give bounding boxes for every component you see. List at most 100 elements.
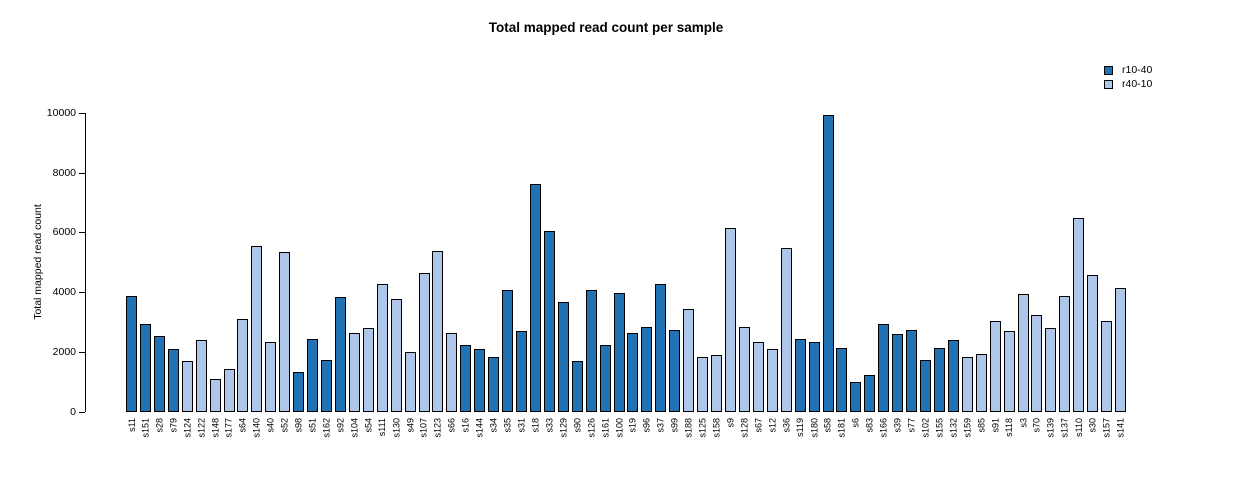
x-tick-label: s129: [558, 418, 569, 438]
y-axis-tick: [79, 292, 85, 294]
bar-s77: [906, 329, 918, 412]
bar-s140: [251, 246, 263, 412]
x-tick-label: s30: [1087, 418, 1098, 433]
x-tick-label: s188: [683, 418, 694, 438]
x-tick-label: s37: [655, 418, 666, 433]
bar-s107: [418, 273, 430, 412]
bar-s54: [362, 328, 374, 412]
x-tick-label: s67: [753, 418, 764, 433]
x-tick-label: s28: [154, 418, 165, 433]
legend-swatch-light: [1104, 79, 1113, 89]
bar-s58: [822, 114, 834, 412]
bar-s148: [209, 379, 221, 412]
bar-s111: [376, 283, 388, 412]
bar-s166: [878, 323, 890, 412]
bar-s141: [1115, 288, 1127, 412]
x-tick-label: s111: [377, 418, 388, 437]
x-tick-label: s54: [363, 418, 374, 433]
x-tick-label: s132: [948, 418, 959, 438]
bar-s49: [404, 352, 416, 412]
x-tick-label: s39: [892, 418, 903, 433]
bar-s118: [1003, 331, 1015, 412]
x-tick-label: s70: [1031, 418, 1042, 433]
bar-s177: [223, 368, 235, 412]
bar-s6: [850, 382, 862, 412]
bar-s64: [237, 319, 249, 412]
x-tick-label: s130: [391, 418, 402, 438]
bar-s110: [1073, 217, 1085, 412]
legend-item-r10-40: r10-40: [1104, 63, 1152, 77]
bar-s139: [1045, 328, 1057, 412]
bar-s40: [265, 341, 277, 412]
y-axis-title: Total mapped read count: [32, 204, 44, 320]
bar-s9: [724, 228, 736, 412]
x-tick-label: s83: [864, 418, 875, 433]
bar-s144: [474, 349, 486, 412]
bar-s162: [321, 359, 333, 412]
bar-s3: [1017, 294, 1029, 412]
legend: r10-40 r40-10: [1104, 63, 1152, 91]
bar-s96: [641, 326, 653, 412]
x-tick-label: s34: [488, 418, 499, 433]
bar-s155: [933, 347, 945, 412]
bar-s39: [892, 334, 904, 412]
x-tick-label: s158: [711, 418, 722, 438]
x-tick-label: s12: [767, 418, 778, 433]
bar-s34: [488, 356, 500, 412]
x-tick-label: s137: [1059, 418, 1070, 438]
x-tick-label: s157: [1101, 418, 1112, 438]
x-tick-label: s141: [1115, 418, 1126, 438]
bar-s99: [669, 329, 681, 412]
x-tick-label: s126: [586, 418, 597, 438]
x-tick-label: s144: [474, 418, 485, 438]
x-tick-label: s77: [906, 418, 917, 433]
x-tick-label: s6: [850, 418, 861, 428]
x-tick-label: s51: [307, 418, 318, 433]
x-tick-label: s92: [335, 418, 346, 433]
bar-s12: [766, 349, 778, 412]
x-tick-label: s166: [878, 418, 889, 438]
bar-s124: [181, 361, 193, 412]
bar-s159: [961, 356, 973, 412]
x-tick-label: s40: [265, 418, 276, 433]
bar-s79: [167, 349, 179, 412]
x-tick-label: s91: [990, 418, 1001, 433]
y-axis-tick: [79, 411, 85, 413]
bar-s126: [585, 289, 597, 412]
bar-s180: [808, 341, 820, 412]
bar-s119: [794, 338, 806, 412]
x-tick-label: s49: [405, 418, 416, 433]
bar-s151: [139, 323, 151, 412]
bar-s130: [390, 298, 402, 412]
x-tick-label: s36: [781, 418, 792, 433]
bar-s102: [920, 359, 931, 412]
bar-s104: [348, 332, 360, 412]
y-tick-label: 0: [70, 405, 76, 418]
x-tick-label: s124: [182, 418, 193, 438]
bar-s157: [1101, 320, 1113, 412]
bar-s52: [279, 252, 291, 412]
y-axis-tick: [79, 172, 85, 174]
bar-s28: [153, 335, 165, 412]
bar-s137: [1059, 295, 1071, 412]
bar-s70: [1031, 314, 1043, 412]
x-tick-label: s180: [809, 418, 820, 438]
x-tick-label: s35: [502, 418, 513, 433]
bar-s122: [195, 340, 207, 412]
bar-s30: [1087, 274, 1099, 412]
x-tick-label: s140: [251, 418, 262, 438]
x-tick-label: s139: [1045, 418, 1056, 438]
x-tick-label: s155: [934, 418, 945, 438]
x-tick-label: s66: [446, 418, 457, 433]
bar-s35: [502, 289, 514, 412]
x-tick-label: s16: [460, 418, 471, 433]
x-tick-label: s99: [669, 418, 680, 433]
x-tick-label: s107: [419, 418, 430, 438]
x-tick-label: s33: [544, 418, 555, 433]
x-tick-label: s125: [697, 418, 708, 438]
bar-s18: [529, 183, 541, 412]
x-tick-label: s98: [293, 418, 304, 433]
x-tick-label: s159: [962, 418, 973, 438]
x-tick-label: s118: [1004, 418, 1015, 437]
x-tick-label: s79: [168, 418, 179, 433]
